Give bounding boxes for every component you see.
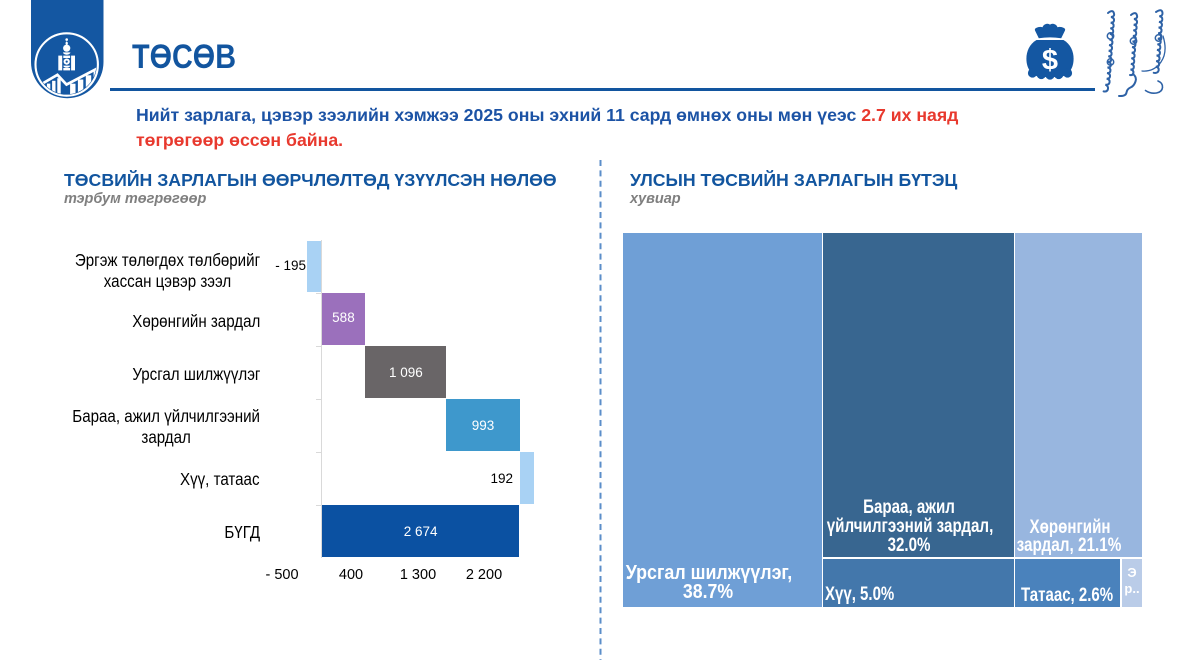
- svg-text:$: $: [1042, 44, 1058, 76]
